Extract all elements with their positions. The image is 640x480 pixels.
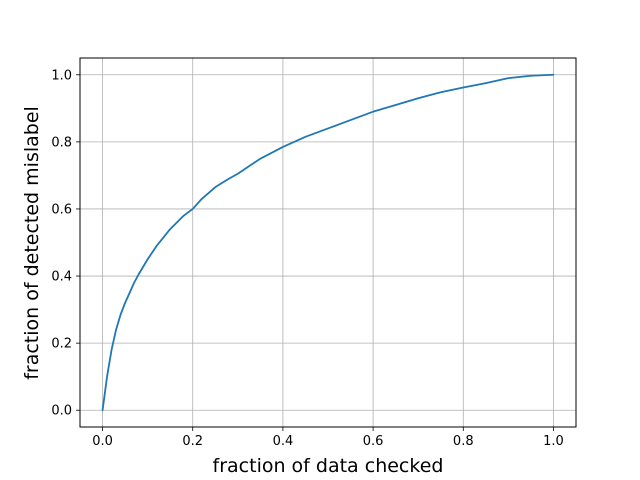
y-tick-label: 0.0 (51, 404, 72, 419)
x-tick-label: 0.2 (182, 434, 203, 449)
plot-frame (79, 57, 577, 428)
y-tick-label: 0.4 (51, 270, 72, 285)
series-layer (101, 73, 555, 412)
x-tick-label: 0.6 (363, 434, 384, 449)
y-tick-label: 1.0 (51, 68, 72, 83)
series-line-0 (101, 73, 555, 412)
y-tick-label: 0.6 (51, 202, 72, 217)
x-tick-label: 1.0 (543, 434, 564, 449)
y-axis-ticks: 0.0 0.2 0.4 0.6 0.8 1.0 (51, 68, 80, 419)
y-tick-label: 0.2 (51, 337, 72, 352)
x-tick-label: 0.4 (273, 434, 294, 449)
x-tick-label: 0.8 (453, 434, 474, 449)
y-tick-label: 0.8 (51, 135, 72, 150)
x-axis-ticks: 0.0 0.2 0.4 0.6 0.8 1.0 (92, 427, 564, 449)
grid (80, 58, 576, 427)
x-axis-label: fraction of data checked (213, 455, 444, 477)
y-axis-label: fraction of detected mislabel (21, 106, 43, 380)
x-tick-label: 0.0 (92, 434, 113, 449)
